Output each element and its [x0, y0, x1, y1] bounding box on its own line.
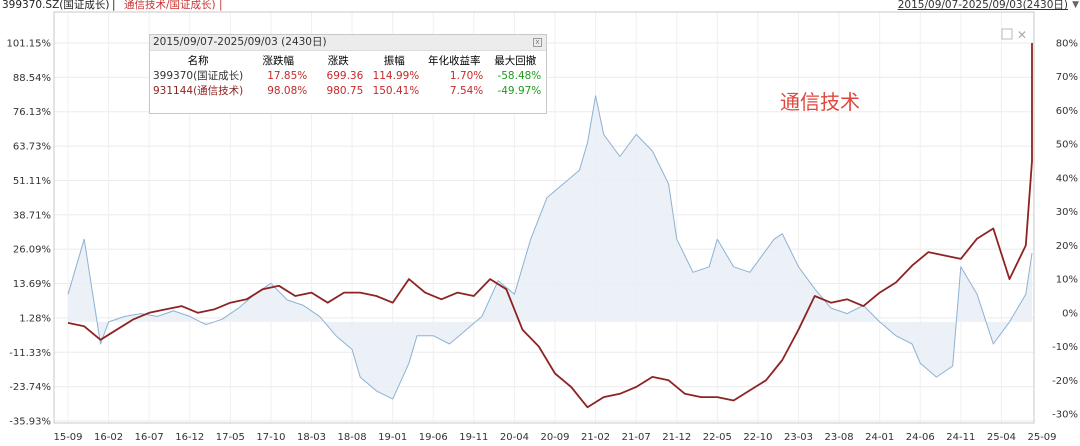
ratio-title[interactable]: 通信技术/国证成长) | [124, 0, 223, 11]
date-range-label[interactable]: 2015/09/07-2025/09/03(2430日) [897, 0, 1068, 11]
left-tick-label: 76.13% [13, 107, 51, 118]
right-tick-label: 20% [1056, 241, 1078, 252]
title-separator: | [112, 0, 116, 11]
row-chg: 699.36 [326, 69, 364, 82]
x-tick-label: 16-12 [175, 432, 204, 443]
series-area-0 [68, 95, 1032, 400]
right-tick-label: 70% [1056, 72, 1078, 83]
header-dd: 最大回撤 [494, 55, 537, 67]
stats-panel-title: 2015/09/07-2025/09/03 (2430日) [150, 35, 546, 51]
x-tick-label: 23-08 [825, 432, 854, 443]
x-tick-label: 25-09 [1027, 432, 1056, 443]
table-row[interactable]: 399370(国证成长) 17.85% 699.36 114.99% 1.70%… [150, 68, 544, 83]
left-tick-label: -23.74% [9, 382, 51, 393]
series-line-1 [67, 43, 1033, 409]
chart-annotation: 通信技术 [780, 90, 860, 114]
close-icon[interactable]: ✕ [1017, 28, 1027, 42]
row-amp: 114.99% [372, 69, 420, 82]
row-name: 931144(通信技术) [153, 85, 244, 97]
maximize-icon[interactable] [1001, 28, 1013, 40]
row-name: 399370(国证成长) [153, 70, 244, 82]
right-tick-label: -10% [1052, 342, 1078, 353]
header-chg: 涨跌 [327, 55, 349, 67]
row-ann: 1.70% [449, 69, 484, 82]
triangle-down-icon[interactable]: ▼ [1072, 0, 1079, 10]
left-tick-label: 101.15% [7, 39, 52, 50]
right-tick-label: 50% [1056, 140, 1078, 151]
table-row[interactable]: 931144(通信技术) 98.08% 980.75 150.41% 7.54%… [150, 83, 544, 98]
x-tick-label: 20-09 [540, 432, 569, 443]
x-tick-label: 19-01 [378, 432, 407, 443]
plot-frame [53, 11, 1035, 424]
left-tick-label: -11.33% [9, 348, 51, 359]
right-tick-label: 10% [1056, 275, 1078, 286]
row-pct: 17.85% [267, 69, 308, 82]
right-tick-label: -30% [1052, 410, 1078, 421]
series-line-0 [67, 95, 1033, 400]
x-tick-label: 21-12 [662, 432, 691, 443]
x-tick-label: 16-07 [135, 432, 164, 443]
x-tick-label: 16-02 [94, 432, 123, 443]
row-pct: 98.08% [267, 84, 308, 97]
x-tick-label: 21-07 [622, 432, 651, 443]
row-dd: -58.48% [497, 69, 542, 82]
x-tick-label: 24-11 [946, 432, 975, 443]
x-tick-label: 24-01 [865, 432, 894, 443]
header-name: 名称 [187, 55, 209, 67]
window-controls: ✕ [1001, 28, 1027, 42]
x-tick-label: 18-03 [297, 432, 326, 443]
row-chg: 980.75 [326, 84, 364, 97]
left-tick-label: 63.73% [13, 142, 51, 153]
row-ann: 7.54% [449, 84, 484, 97]
close-icon[interactable]: x [533, 38, 542, 47]
x-tick-label: 18-08 [338, 432, 367, 443]
right-tick-label: -20% [1052, 376, 1078, 387]
left-tick-label: 13.69% [13, 279, 51, 290]
right-tick-label: 40% [1056, 173, 1078, 184]
header-ann: 年化收益率 [428, 55, 481, 67]
x-tick-label: 19-06 [419, 432, 448, 443]
left-tick-label: 1.28% [19, 313, 51, 324]
stats-table: 名称 涨跌幅 涨跌 振幅 年化收益率 最大回撤 399370(国证成长) 17.… [150, 53, 544, 98]
stats-panel: 2015/09/07-2025/09/03 (2430日) x 名称 涨跌幅 涨… [149, 34, 547, 114]
x-tick-label: 21-02 [581, 432, 610, 443]
x-tick-label: 23-03 [784, 432, 813, 443]
index-title: 399370.SZ(国证成长) [2, 0, 110, 11]
x-tick-label: 25-04 [987, 432, 1016, 443]
header-pct: 涨跌幅 [262, 55, 295, 67]
x-tick-label: 17-05 [216, 432, 245, 443]
left-tick-label: -35.93% [9, 417, 51, 428]
right-tick-label: 30% [1056, 207, 1078, 218]
right-tick-label: 80% [1056, 39, 1078, 50]
x-tick-label: 15-09 [53, 432, 82, 443]
header-amp: 振幅 [383, 55, 405, 67]
chart-header: 399370.SZ(国证成长) | 通信技术/国证成长) | 2015/09/0… [0, 0, 1080, 12]
x-tick-label: 20-04 [500, 432, 529, 443]
series-group [67, 43, 1033, 409]
row-amp: 150.41% [372, 84, 420, 97]
x-tick-label: 24-06 [906, 432, 935, 443]
right-tick-label: 0% [1062, 308, 1078, 319]
x-tick-label: 22-05 [703, 432, 732, 443]
row-dd: -49.97% [497, 84, 542, 97]
left-tick-label: 88.54% [13, 73, 51, 84]
left-tick-label: 51.11% [13, 176, 51, 187]
left-tick-label: 38.71% [13, 210, 51, 221]
left-tick-label: 26.09% [13, 245, 51, 256]
axis-ticks: 101.15% 88.54% 76.13% 63.73% 51.11% 38.71% 26.… [7, 39, 1079, 444]
stats-header-row: 名称 涨跌幅 涨跌 振幅 年化收益率 最大回撤 [150, 53, 544, 68]
x-tick-label: 22-10 [743, 432, 772, 443]
x-tick-label: 17-10 [256, 432, 285, 443]
right-tick-label: 60% [1056, 106, 1078, 117]
x-tick-label: 19-11 [459, 432, 488, 443]
